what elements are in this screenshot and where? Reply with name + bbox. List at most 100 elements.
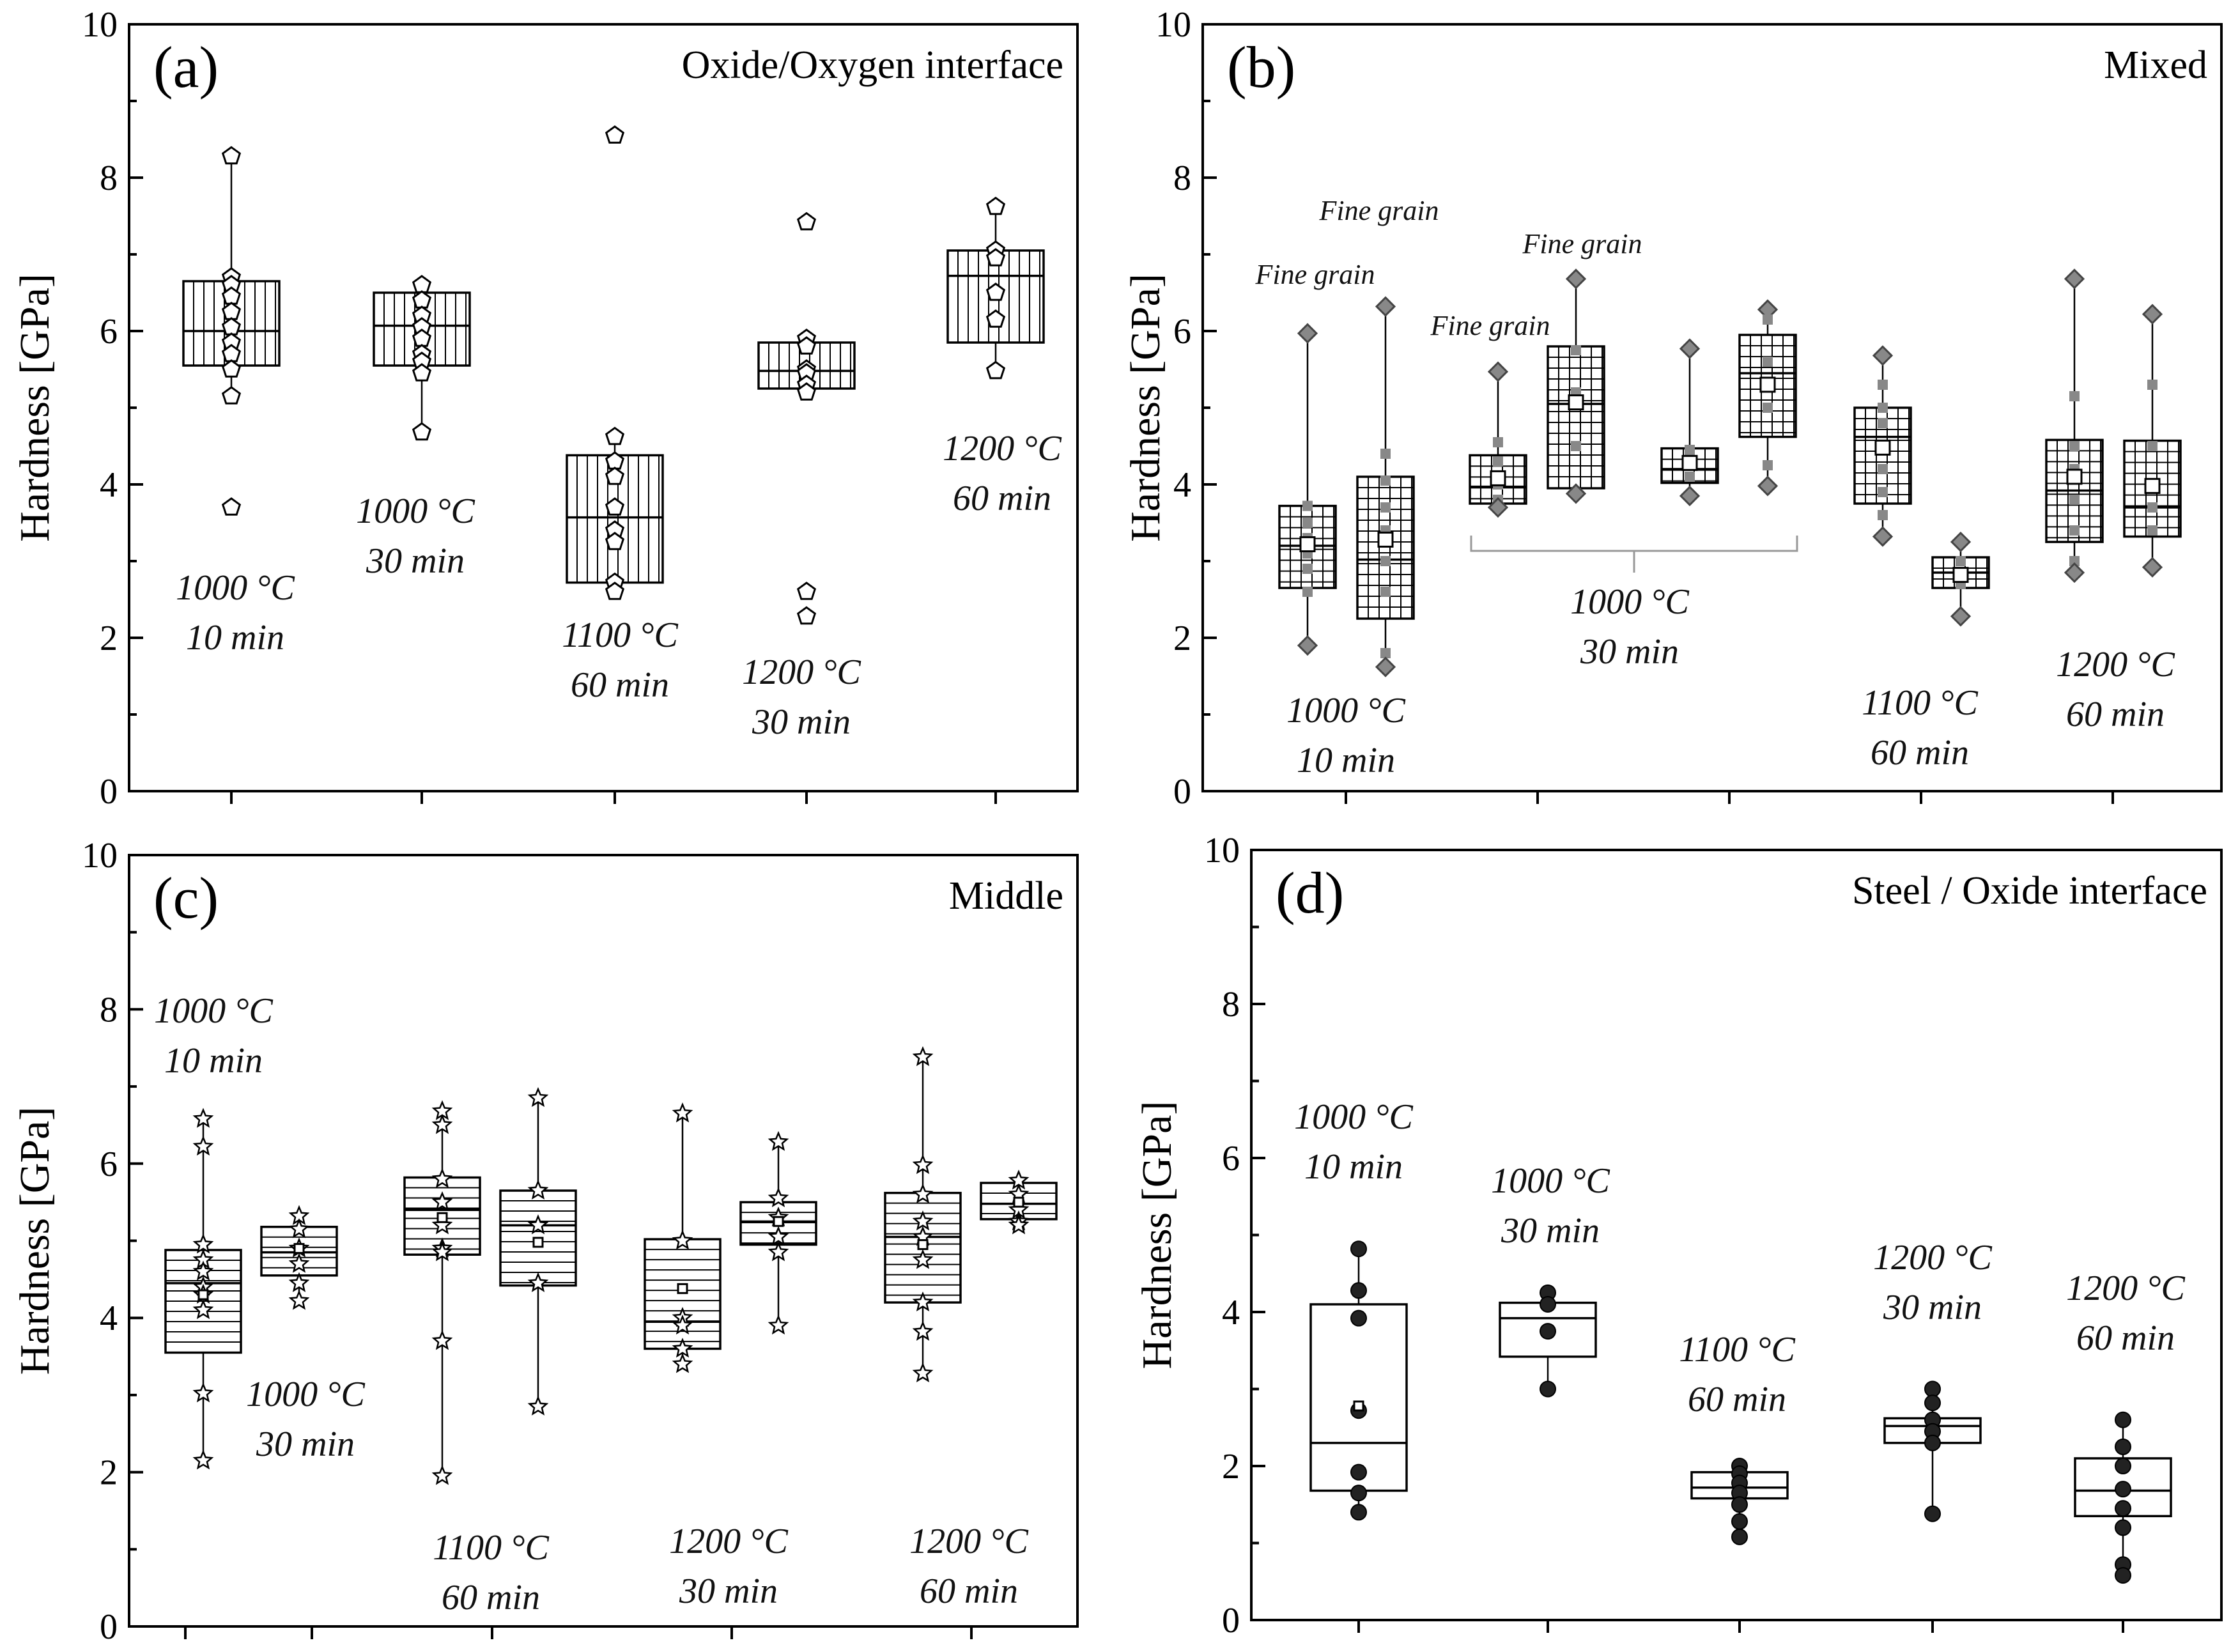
mean-marker <box>1568 394 1584 411</box>
mean-marker <box>1377 531 1394 548</box>
data-point <box>192 1299 214 1320</box>
data-point <box>2115 1438 2131 1455</box>
data-point <box>431 1114 453 1134</box>
mean-marker <box>532 1237 544 1248</box>
data-point <box>796 336 817 355</box>
data-point <box>1565 483 1587 504</box>
y-tick-label: 0 <box>1173 772 1191 812</box>
data-point <box>985 248 1006 266</box>
data-point <box>2115 1567 2131 1584</box>
y-axis-label: Hardness [GPa] <box>1134 1101 1180 1370</box>
data-point <box>2147 441 2158 451</box>
data-point <box>1731 1528 1748 1545</box>
data-point <box>1878 418 1888 428</box>
data-point <box>1878 487 1888 497</box>
panel-letter: (c) <box>153 865 219 930</box>
data-point <box>605 497 625 516</box>
mean-marker <box>917 1239 929 1251</box>
data-point <box>912 1154 934 1175</box>
data-point <box>2069 391 2080 401</box>
condition-label: 1000 °C 30 min <box>1491 1161 1610 1251</box>
data-point <box>1297 323 1318 344</box>
condition-label: 1000 °C 10 min <box>1294 1097 1413 1187</box>
data-point <box>912 1210 934 1231</box>
data-point <box>672 1338 693 1358</box>
data-point <box>2115 1411 2131 1428</box>
data-point <box>1763 403 1773 413</box>
data-point <box>1380 449 1391 459</box>
panel-d: 0 2 4 6 8 10 Hardness [GPa] (d) Steel / Oxide in… <box>1134 831 2223 1640</box>
data-point <box>912 1362 934 1383</box>
panel-title: Middle <box>949 874 1063 918</box>
y-tick-label: 0 <box>1222 1601 1240 1640</box>
box <box>1309 1303 1408 1492</box>
fine-grain-label: Fine grain <box>1430 310 1550 341</box>
data-point <box>1872 345 1894 366</box>
panel-title: Mixed <box>2104 43 2207 87</box>
panel-b: 0 2 4 6 8 10 Hardness [GPa] (b) Mixed 1000 °C 10 m… <box>1122 5 2223 812</box>
box-hatch <box>1357 477 1414 619</box>
y-tick-label: 0 <box>100 772 118 812</box>
plot-frame <box>128 854 1079 1628</box>
data-point <box>192 1233 214 1254</box>
data-point <box>1302 518 1313 528</box>
data-point <box>221 497 242 516</box>
data-point <box>985 196 1006 215</box>
data-point <box>1350 1504 1367 1521</box>
y-tick-label: 4 <box>1222 1293 1240 1332</box>
data-point <box>1872 526 1894 547</box>
data-point <box>1679 338 1701 359</box>
data-point <box>2115 1500 2131 1517</box>
panel-title: Steel / Oxide interface <box>1852 869 2207 913</box>
mean-marker <box>1353 1400 1364 1412</box>
data-point <box>1302 500 1313 511</box>
condition-label: 1200 °C 60 min <box>909 1522 1028 1611</box>
data-point <box>431 1241 453 1262</box>
data-point <box>1487 361 1509 382</box>
mean-marker <box>2144 477 2161 494</box>
data-point <box>1685 445 1695 455</box>
data-point <box>1757 475 1779 497</box>
data-point <box>796 582 817 600</box>
y-axis-label: Hardness [GPa] <box>1122 274 1169 542</box>
panel-letter: (b) <box>1227 35 1295 100</box>
data-point <box>1297 635 1318 656</box>
data-point <box>527 1179 549 1200</box>
y-tick-label: 6 <box>1222 1139 1240 1178</box>
y-axis-label: Hardness [GPa] <box>12 274 58 542</box>
mean-marker <box>1299 536 1316 553</box>
y-tick-label: 4 <box>1173 465 1191 505</box>
condition-label: 1200 °C 60 min <box>2056 645 2175 734</box>
data-point <box>672 1102 693 1123</box>
data-point <box>1302 587 1313 597</box>
condition-label: 1200 °C 30 min <box>669 1522 788 1611</box>
condition-label: 1200 °C 60 min <box>943 429 1061 518</box>
data-point <box>605 532 625 550</box>
data-point <box>1375 296 1396 317</box>
box-hatch <box>768 343 851 389</box>
panel-c: 0 2 4 6 8 10 Hardness [GPa] (c) Middle 1000 °C 10 … <box>12 836 1079 1647</box>
box <box>2123 439 2182 538</box>
data-point <box>192 1449 214 1470</box>
data-point <box>412 275 432 293</box>
panel-letter: (d) <box>1276 860 1344 925</box>
fine-grain-label: Fine grain <box>1522 228 1642 259</box>
data-point <box>1493 456 1503 467</box>
condition-label: 1100 °C 60 min <box>433 1528 549 1617</box>
data-point <box>2142 304 2163 325</box>
data-point <box>527 1395 549 1416</box>
data-point <box>2069 525 2080 536</box>
data-point <box>796 212 817 231</box>
data-point <box>1950 531 1972 553</box>
data-point <box>605 426 625 445</box>
data-point <box>2115 1481 2131 1498</box>
data-point <box>1493 437 1503 447</box>
mean-marker <box>1759 376 1776 393</box>
mean-marker <box>436 1212 448 1223</box>
box-hatch <box>576 455 660 583</box>
data-point <box>1685 472 1695 482</box>
condition-label: 1100 °C 60 min <box>562 615 678 705</box>
data-point <box>912 1320 934 1341</box>
data-point <box>1350 1282 1367 1299</box>
data-point <box>1380 587 1391 597</box>
